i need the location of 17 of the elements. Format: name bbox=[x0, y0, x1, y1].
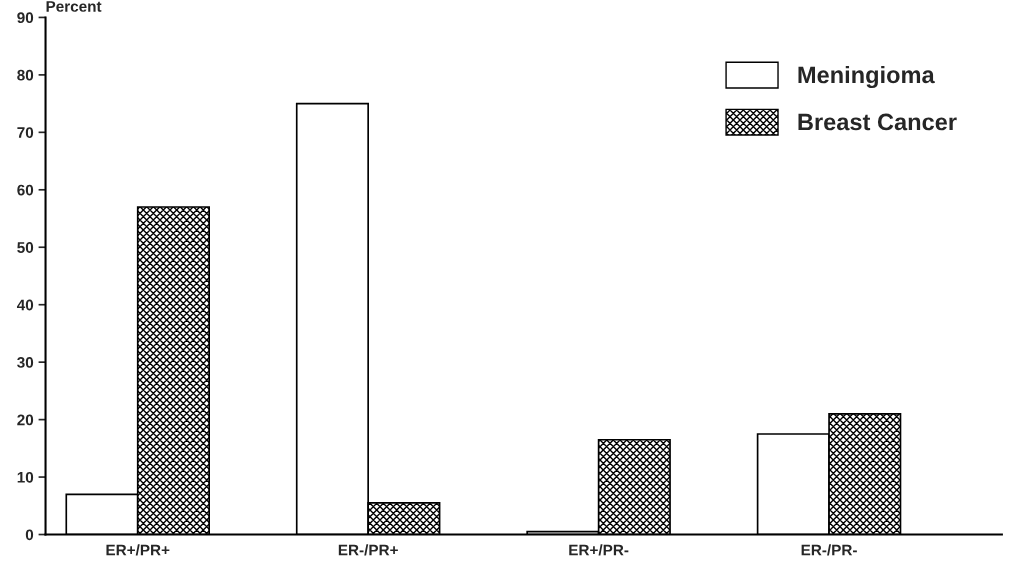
legend-label: Breast Cancer bbox=[798, 113, 957, 131]
y-tick-label: 0 bbox=[25, 529, 34, 541]
y-tick-label: 10 bbox=[17, 471, 34, 483]
x-tick-label: ER-/PR+ bbox=[338, 544, 398, 556]
y-tick-label: 50 bbox=[17, 242, 34, 253]
y-axis-title: Percent bbox=[46, 1, 102, 12]
y-tick-label: 30 bbox=[17, 357, 34, 368]
y-tick-label: 90 bbox=[17, 12, 34, 24]
legend-label: Meningioma bbox=[798, 65, 935, 89]
y-tick-label: 20 bbox=[17, 414, 34, 426]
x-tick-label: ER-/PR- bbox=[801, 544, 857, 556]
y-tick-label: 80 bbox=[17, 69, 34, 81]
y-tick-label: 70 bbox=[17, 127, 34, 139]
y-tick-label: 60 bbox=[17, 184, 34, 196]
x-tick-label: ER+/PR- bbox=[569, 544, 629, 556]
x-tick-label: ER+/PR+ bbox=[106, 544, 170, 556]
y-tick-label: 40 bbox=[16, 299, 34, 311]
